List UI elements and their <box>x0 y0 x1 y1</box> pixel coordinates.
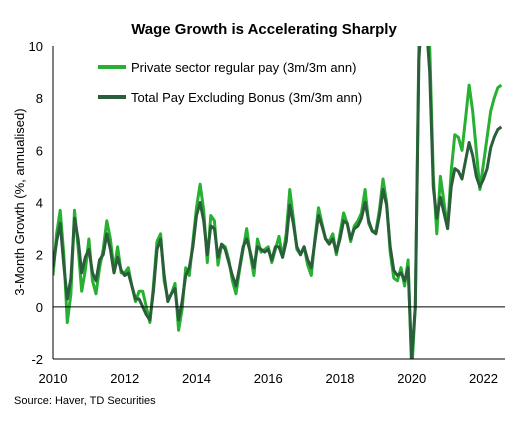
y-tick-label: -2 <box>31 352 43 367</box>
series-line-0 <box>53 46 503 359</box>
y-tick-label: 2 <box>36 248 43 263</box>
y-tick-label: 8 <box>36 91 43 106</box>
x-tick-label: 2022 <box>469 371 498 386</box>
x-tick-label: 2016 <box>254 371 283 386</box>
plot-area: -2 0 2 4 6 8 10 2010 2012 2014 2016 2018 2020 2022 <box>29 39 505 386</box>
y-tick-label: 6 <box>36 143 43 158</box>
y-tick-label: 0 <box>36 300 43 315</box>
legend: Private sector regular pay (3m/3m ann) T… <box>98 60 362 105</box>
chart-title: Wage Growth is Accelerating Sharply <box>131 21 397 38</box>
y-tick-label: 4 <box>36 196 43 211</box>
y-tick-labels: -2 0 2 4 6 8 10 <box>29 39 43 367</box>
y-tick-label: 10 <box>29 39 43 54</box>
x-tick-label: 2014 <box>182 371 211 386</box>
x-tick-label: 2018 <box>326 371 355 386</box>
series-line-1 <box>53 46 503 359</box>
x-tick-label: 2012 <box>110 371 139 386</box>
y-axis-label: 3-Month Growth (%, annualised) <box>12 108 27 295</box>
legend-label-total-pay: Total Pay Excluding Bonus (3m/3m ann) <box>131 90 362 105</box>
x-tick-label: 2020 <box>397 371 426 386</box>
legend-label-private-sector: Private sector regular pay (3m/3m ann) <box>131 60 356 75</box>
source-note: Source: Haver, TD Securities <box>14 395 156 407</box>
x-tick-labels: 2010 2012 2014 2016 2018 2020 2022 <box>39 371 498 386</box>
x-tick-label: 2010 <box>39 371 68 386</box>
series-layer <box>53 46 503 359</box>
